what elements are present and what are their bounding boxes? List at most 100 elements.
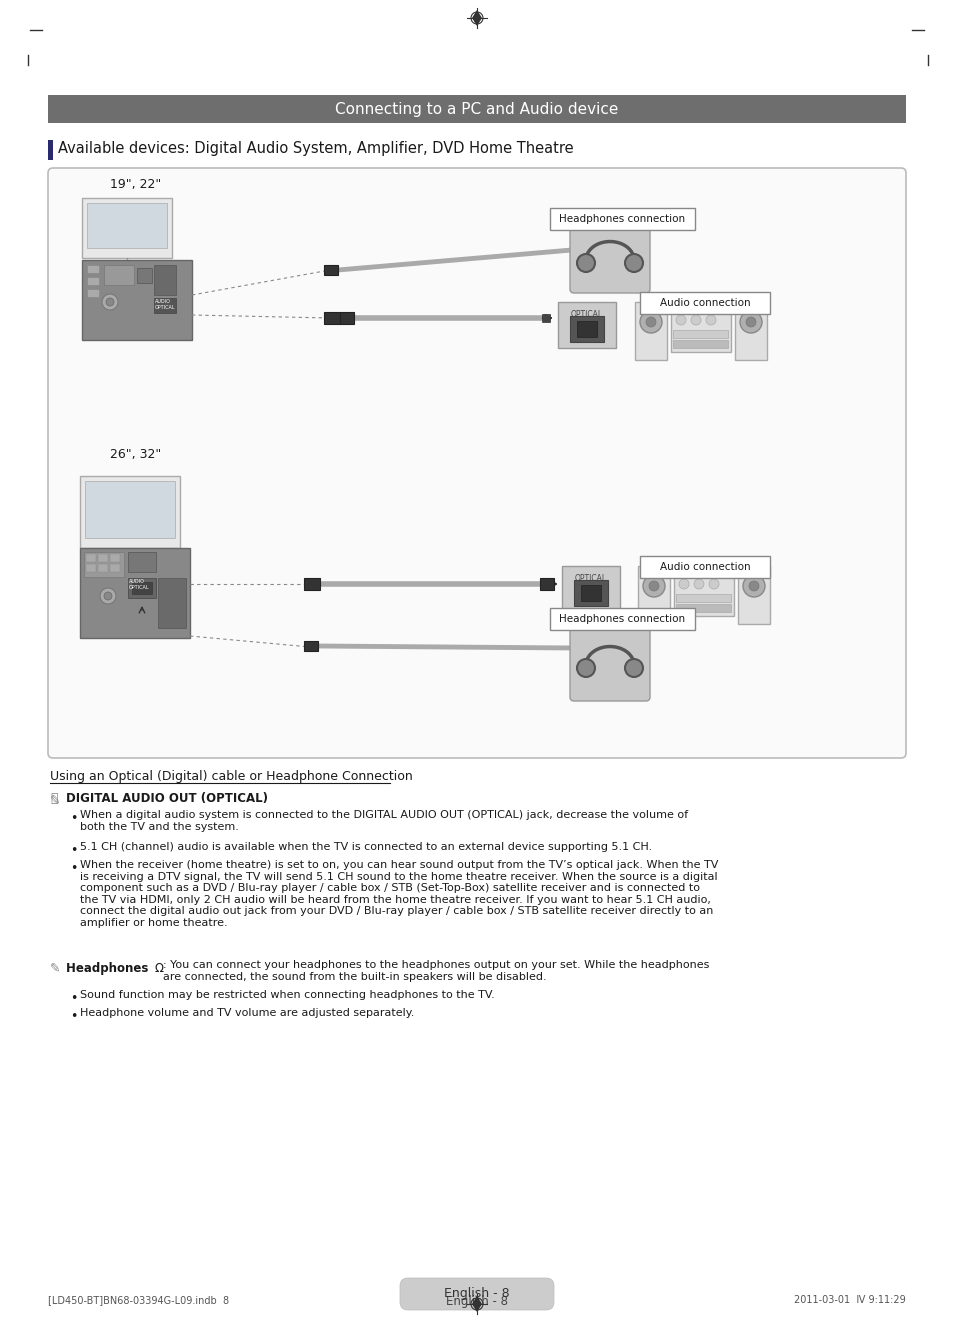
Bar	[84, 552, 124, 577]
Bar	[82, 199, 172, 258]
Text: DIGITAL AUDIO OUT (OPTICAL): DIGITAL AUDIO OUT (OPTICAL)	[66, 792, 268, 805]
Bar	[304, 641, 317, 651]
Bar	[639, 556, 769, 579]
Circle shape	[104, 592, 112, 600]
Bar	[110, 553, 120, 561]
Text: 5.1 CH (channel) audio is available when the TV is connected to an external devi: 5.1 CH (channel) audio is available when…	[80, 842, 652, 853]
Text: Headphones: Headphones	[66, 963, 152, 974]
Bar	[87, 203, 167, 248]
Bar	[48, 95, 905, 123]
Bar	[132, 583, 152, 594]
Circle shape	[624, 659, 642, 677]
Text: •: •	[70, 843, 77, 857]
Text: Headphone volume and TV volume are adjusted separately.: Headphone volume and TV volume are adjus…	[80, 1008, 414, 1018]
Bar	[676, 604, 730, 612]
Circle shape	[748, 581, 759, 591]
Text: •: •	[70, 1010, 77, 1023]
Bar	[86, 553, 96, 561]
Bar	[673, 575, 733, 616]
Bar	[48, 140, 53, 160]
Bar	[539, 579, 554, 591]
Circle shape	[690, 315, 700, 324]
Text: English - 8: English - 8	[446, 1295, 507, 1308]
Bar	[541, 314, 550, 322]
Bar	[577, 320, 597, 338]
Circle shape	[742, 575, 764, 597]
Text: AUDIO
OPTICAL: AUDIO OPTICAL	[154, 299, 175, 310]
Text: •: •	[70, 992, 77, 1005]
Text: 2011-03-01  Ⅳ 9:11:29: 2011-03-01 Ⅳ 9:11:29	[794, 1295, 905, 1305]
Circle shape	[106, 298, 113, 306]
Circle shape	[577, 659, 595, 677]
Circle shape	[740, 311, 761, 334]
Text: 19", 22": 19", 22"	[110, 177, 161, 191]
Circle shape	[648, 581, 659, 591]
Bar	[558, 302, 616, 348]
Bar	[324, 265, 337, 275]
Bar	[635, 302, 666, 360]
Text: English - 8: English - 8	[444, 1287, 509, 1300]
Circle shape	[705, 315, 716, 324]
Text: 26", 32": 26", 32"	[110, 448, 161, 461]
Text: ✎: ✎	[50, 963, 60, 974]
Text: OPTICAL: OPTICAL	[575, 575, 606, 583]
Text: Headphones connection: Headphones connection	[558, 214, 684, 224]
Text: ✎: ✎	[50, 794, 60, 808]
Bar	[86, 564, 96, 572]
FancyBboxPatch shape	[569, 626, 649, 700]
Bar	[670, 310, 730, 352]
Bar	[639, 293, 769, 314]
Bar	[153, 265, 175, 295]
Bar	[672, 340, 727, 348]
Bar	[638, 565, 669, 624]
Bar	[574, 580, 607, 606]
Circle shape	[708, 579, 719, 589]
Text: Using an Optical (Digital) cable or Headphone Connection: Using an Optical (Digital) cable or Head…	[50, 771, 413, 782]
Text: Sound function may be restricted when connecting headphones to the TV.: Sound function may be restricted when co…	[80, 990, 495, 1000]
FancyBboxPatch shape	[399, 1278, 554, 1309]
Text: •: •	[70, 812, 77, 825]
Bar	[128, 552, 156, 572]
Bar	[339, 312, 354, 324]
Bar	[569, 316, 603, 342]
Text: Audio connection: Audio connection	[659, 561, 749, 572]
Bar	[676, 594, 730, 602]
Bar	[104, 265, 133, 285]
Text: •: •	[70, 862, 77, 875]
Polygon shape	[472, 11, 481, 26]
Text: Ω: Ω	[154, 963, 164, 974]
Polygon shape	[472, 1296, 481, 1312]
Text: [LD450-BT]BN68-03394G-L09.indb  8: [LD450-BT]BN68-03394G-L09.indb 8	[48, 1295, 229, 1305]
Bar	[324, 312, 339, 324]
Bar	[137, 267, 152, 283]
Text: 📝: 📝	[50, 792, 57, 805]
Bar	[87, 265, 99, 273]
Bar	[153, 298, 175, 312]
Text: Headphones connection: Headphones connection	[558, 614, 684, 624]
Bar	[87, 289, 99, 297]
Bar	[98, 564, 108, 572]
Bar	[580, 585, 600, 601]
Circle shape	[676, 315, 685, 324]
Text: OPTICAL: OPTICAL	[570, 310, 602, 319]
Circle shape	[693, 579, 703, 589]
Bar	[304, 579, 319, 591]
Bar	[158, 579, 186, 628]
Circle shape	[624, 254, 642, 271]
Text: Available devices: Digital Audio System, Amplifier, DVD Home Theatre: Available devices: Digital Audio System,…	[58, 140, 573, 156]
Text: When a digital audio system is connected to the DIGITAL AUDIO OUT (OPTICAL) jack: When a digital audio system is connected…	[80, 810, 687, 831]
Bar	[672, 330, 727, 338]
Text: When the receiver (home theatre) is set to on, you can hear sound output from th: When the receiver (home theatre) is set …	[80, 861, 718, 928]
Circle shape	[100, 588, 116, 604]
Bar	[128, 579, 156, 598]
Text: Connecting to a PC and Audio device: Connecting to a PC and Audio device	[335, 102, 618, 117]
Bar	[110, 564, 120, 572]
Circle shape	[679, 579, 688, 589]
Bar	[85, 481, 174, 538]
Text: AUDIO
OPTICAL: AUDIO OPTICAL	[129, 579, 150, 589]
Circle shape	[639, 311, 661, 334]
Text: Audio connection: Audio connection	[659, 298, 749, 308]
FancyBboxPatch shape	[48, 168, 905, 759]
Bar	[87, 277, 99, 285]
Bar	[561, 565, 619, 612]
